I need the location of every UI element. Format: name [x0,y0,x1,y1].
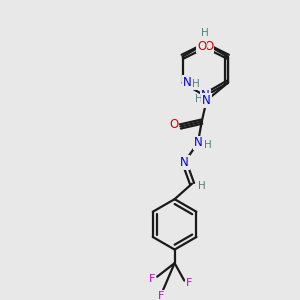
Text: H: H [198,181,206,190]
Text: N: N [201,37,210,50]
Text: H: H [201,28,209,38]
Text: F: F [186,278,192,287]
Text: H: H [195,94,203,104]
Text: H: H [204,140,212,150]
Text: O: O [204,40,213,52]
Text: N: N [202,94,211,107]
Text: N: N [194,136,202,149]
Text: O: O [197,40,206,52]
Text: N: N [201,89,210,103]
Text: F: F [149,274,155,284]
Text: F: F [158,291,164,300]
Text: H: H [192,79,200,89]
Text: O: O [169,118,178,131]
Text: N: N [180,156,189,169]
Text: N: N [183,76,192,89]
